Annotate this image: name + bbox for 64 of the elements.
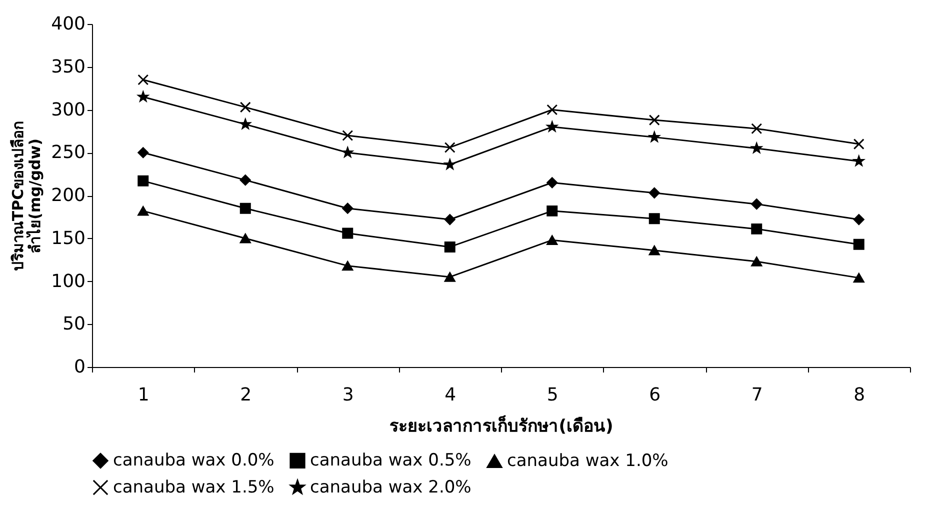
y-tick-label: 250	[51, 142, 86, 164]
y-tick-label: 100	[51, 270, 86, 292]
point	[751, 123, 762, 134]
point	[649, 132, 660, 142]
point	[138, 147, 149, 158]
x-tick-label: 4	[444, 384, 456, 406]
point	[240, 202, 251, 214]
legend-label: canauba wax 2.0%	[310, 478, 472, 498]
x-tick-label: 6	[649, 384, 661, 406]
legend-label: canauba wax 1.0%	[507, 451, 668, 472]
y-tick-label: 300	[51, 99, 86, 120]
point	[444, 142, 456, 153]
point	[546, 205, 558, 216]
legend-label: canauba wax 0.5%	[310, 450, 472, 471]
x-tick-label: 1	[138, 384, 150, 406]
point	[546, 104, 558, 116]
point	[546, 177, 558, 188]
point	[444, 272, 456, 282]
x-tick-label: 5	[546, 384, 558, 406]
point	[342, 228, 354, 239]
legend-label: canauba wax 0.0%	[113, 450, 274, 471]
y-tick-label: 0	[74, 356, 86, 378]
point	[342, 130, 354, 141]
x-tick-label: 8	[854, 384, 866, 406]
point	[648, 213, 660, 224]
x-tick-label: 2	[240, 384, 252, 406]
y-tick-label: 150	[51, 228, 86, 249]
x-axis-title: ระยะเวลาการเก็บรักษา(เดือน)	[390, 414, 614, 436]
point	[240, 234, 251, 244]
point	[138, 91, 148, 102]
point	[138, 74, 149, 86]
point	[444, 241, 456, 252]
point	[138, 206, 149, 216]
point	[342, 147, 353, 158]
point	[648, 187, 660, 198]
point	[546, 121, 558, 132]
point	[546, 235, 558, 245]
point	[853, 238, 864, 250]
point	[751, 223, 762, 234]
point	[342, 260, 354, 271]
point	[342, 202, 354, 214]
point	[853, 214, 864, 226]
point	[751, 142, 762, 153]
point	[444, 214, 456, 226]
y-tick-label: 400	[51, 14, 86, 34]
point	[240, 174, 251, 186]
point	[853, 138, 864, 150]
point	[853, 272, 864, 283]
point	[751, 256, 762, 266]
x-tick-label: 3	[342, 384, 354, 406]
point	[138, 175, 149, 186]
y-tick-label: 350	[51, 56, 86, 78]
point	[444, 159, 456, 170]
point	[854, 156, 864, 166]
point	[240, 102, 251, 113]
y-axis-title: ปริมาณTPCของเปลือก ลำไย(mg/gdw)	[9, 120, 44, 272]
legend-label: canauba wax 1.5%	[113, 478, 274, 498]
point	[648, 246, 660, 256]
y-tick-label: 200	[51, 185, 86, 206]
point	[751, 198, 762, 210]
point	[240, 118, 251, 129]
x-tick-label: 7	[751, 384, 763, 406]
y-tick-label: 50	[62, 314, 86, 335]
point	[648, 114, 660, 126]
